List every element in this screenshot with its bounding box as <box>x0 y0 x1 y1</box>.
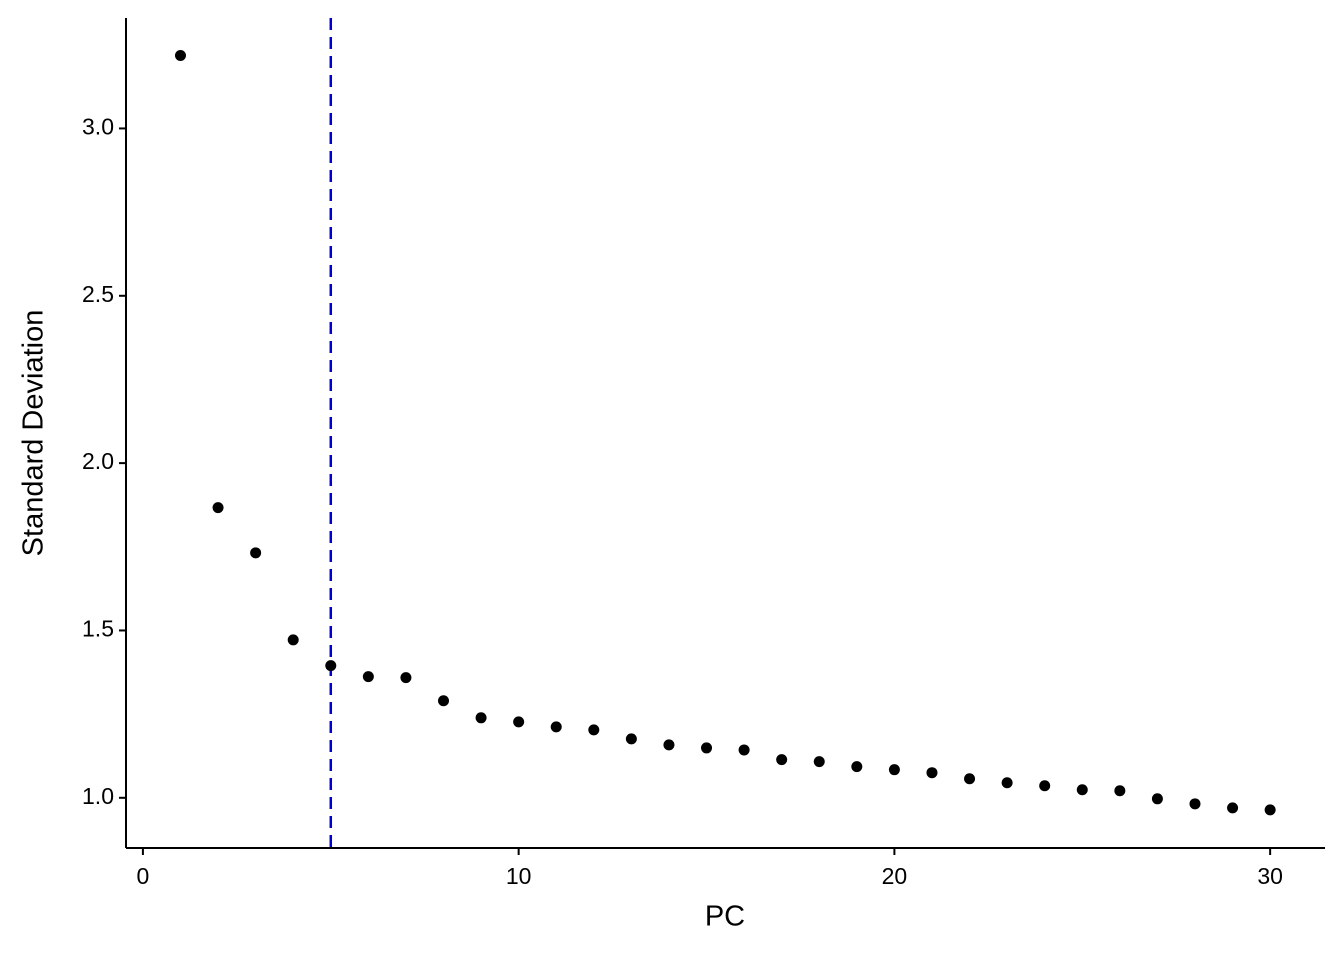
point <box>212 502 224 514</box>
point <box>625 733 637 745</box>
point <box>1076 784 1088 796</box>
x-tick-label: 0 <box>137 863 150 889</box>
y-tick-label: 2.5 <box>82 281 114 307</box>
x-tick-label: 20 <box>882 863 908 889</box>
x-axis-label: PC <box>705 901 745 933</box>
point <box>325 660 337 672</box>
point <box>1001 777 1013 789</box>
point <box>287 634 299 646</box>
point <box>1227 802 1239 814</box>
point <box>1189 798 1201 810</box>
y-tick-label: 2.0 <box>82 448 114 474</box>
y-tick-label: 1.5 <box>82 616 114 642</box>
point <box>663 739 675 751</box>
point <box>475 712 487 724</box>
x-tick-label: 10 <box>506 863 532 889</box>
point <box>1264 804 1276 816</box>
point <box>888 764 900 776</box>
point <box>362 671 374 683</box>
point <box>701 742 713 754</box>
point <box>851 761 863 773</box>
y-tick-label: 3.0 <box>82 114 114 140</box>
point <box>813 756 825 768</box>
point <box>738 744 750 756</box>
y-axis-label: Standard Deviation <box>18 310 50 557</box>
point <box>964 773 976 785</box>
point <box>588 724 600 736</box>
point <box>400 672 412 684</box>
point <box>438 695 450 707</box>
point <box>776 754 788 766</box>
y-tick-label: 1.0 <box>82 783 114 809</box>
point <box>1114 785 1126 797</box>
point <box>926 767 938 779</box>
x-tick-label: 30 <box>1257 863 1283 889</box>
point <box>550 721 562 733</box>
point <box>1039 780 1051 792</box>
point <box>174 49 186 61</box>
point <box>513 716 525 728</box>
point <box>250 547 262 559</box>
point <box>1151 793 1163 805</box>
